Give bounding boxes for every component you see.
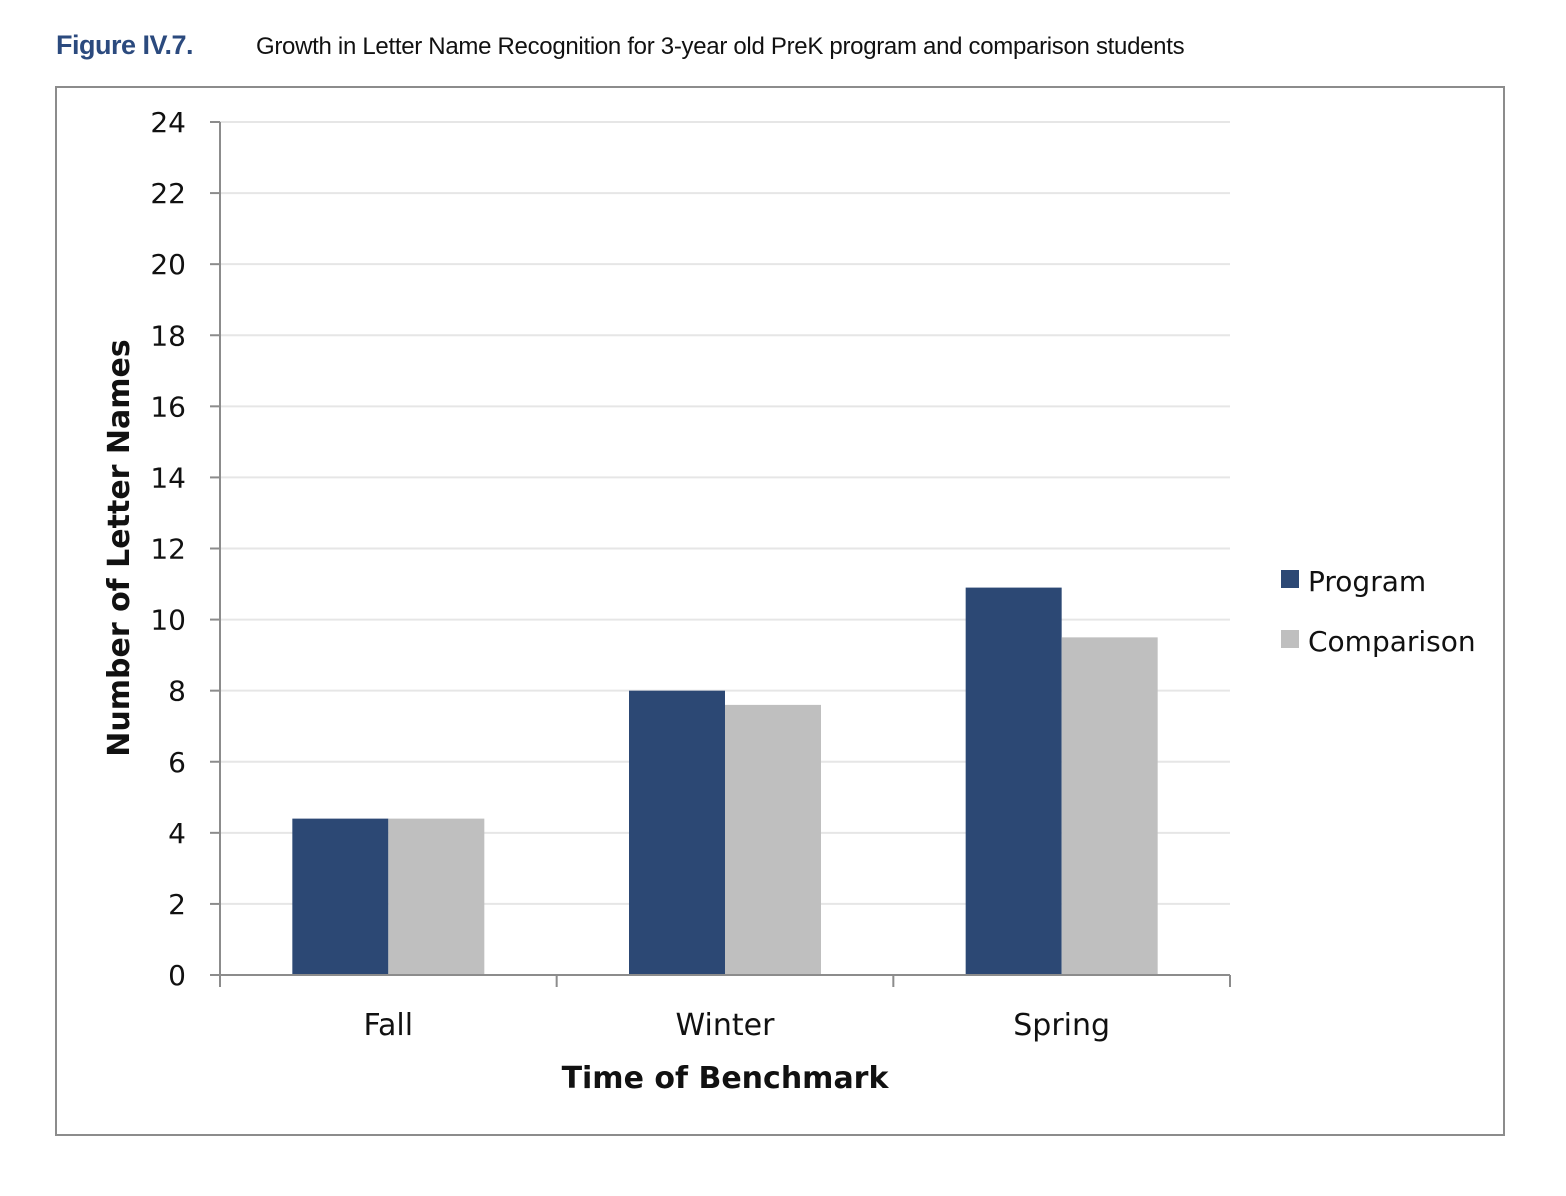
legend: Program Comparison <box>1281 565 1476 658</box>
bar-program-spring <box>965 587 1062 975</box>
y-tick-label: 18 <box>150 319 186 352</box>
y-axis-title: Number of Letter Names <box>102 339 137 756</box>
figure-title: Growth in Letter Name Recognition for 3-… <box>256 33 1185 60</box>
y-tick-label: 20 <box>150 248 186 281</box>
y-tick-label: 0 <box>168 959 186 992</box>
axes <box>210 121 1231 987</box>
legend-label-comparison: Comparison <box>1308 625 1476 658</box>
x-category-label: Fall <box>364 1008 414 1043</box>
x-category-label: Winter <box>676 1008 776 1043</box>
x-category-label: Spring <box>1013 1008 1110 1043</box>
y-tick-label: 24 <box>150 106 186 139</box>
y-tick-label: 12 <box>150 533 186 566</box>
figure-label: Figure IV.7. <box>56 30 194 60</box>
y-tick-label: 10 <box>150 604 186 637</box>
x-axis-title: Time of Benchmark <box>562 1061 890 1096</box>
y-tick-label: 6 <box>168 746 186 779</box>
legend-swatch-comparison <box>1281 630 1299 648</box>
bar-program-fall <box>292 818 389 975</box>
bar-comparison-fall <box>388 818 485 975</box>
y-tick-label: 4 <box>168 817 186 850</box>
y-tick-label: 22 <box>150 177 186 210</box>
bar-comparison-spring <box>1061 637 1158 975</box>
y-tick-label: 2 <box>168 888 186 921</box>
y-tick-label: 8 <box>168 675 186 708</box>
legend-label-program: Program <box>1308 565 1426 598</box>
y-tick-label: 16 <box>150 390 186 423</box>
bar-comparison-winter <box>725 704 821 975</box>
y-tick-label: 14 <box>150 461 186 494</box>
legend-swatch-program <box>1281 570 1299 588</box>
bar-program-winter <box>629 690 725 975</box>
bars <box>292 587 1158 975</box>
